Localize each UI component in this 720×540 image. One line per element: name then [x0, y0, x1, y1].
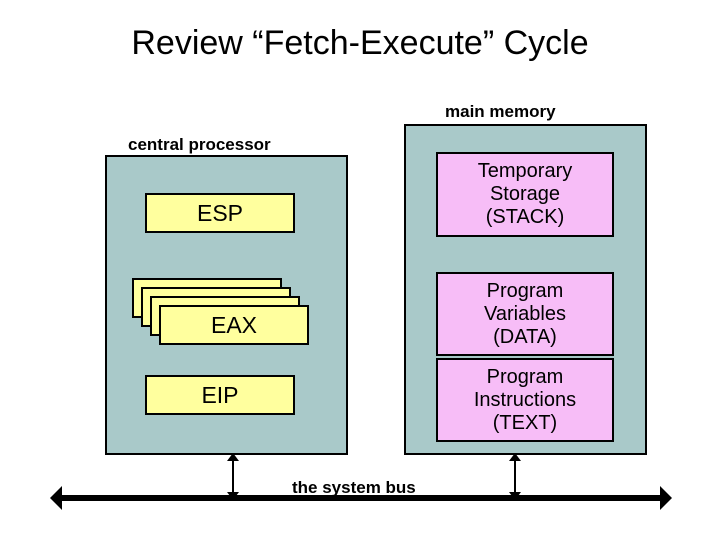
register-eax-stack: EAX: [159, 305, 309, 345]
connector-mem-arrow-up-icon: [509, 453, 521, 461]
connector-cpu-arrow-down-icon: [227, 492, 239, 500]
page-title: Review “Fetch-Execute” Cycle: [0, 24, 720, 63]
connector-cpu-arrow-up-icon: [227, 453, 239, 461]
label-central-processor: central processor: [128, 135, 271, 155]
register-esp-label: ESP: [197, 200, 243, 227]
memory-stack-text: TemporaryStorage(STACK): [478, 160, 572, 229]
register-esp: ESP: [145, 193, 295, 233]
connector-mem-arrow-down-icon: [509, 492, 521, 500]
register-eip-label: EIP: [201, 382, 238, 409]
memory-text-text: ProgramInstructions(TEXT): [474, 366, 576, 435]
register-eip: EIP: [145, 375, 295, 415]
connector-cpu: [232, 459, 234, 492]
memory-block-data: ProgramVariables(DATA): [436, 272, 614, 356]
system-bus-line: [62, 495, 660, 501]
label-main-memory: main memory: [445, 102, 556, 122]
memory-block-text: ProgramInstructions(TEXT): [436, 358, 614, 442]
bus-arrow-left-icon: [50, 486, 62, 510]
memory-data-text: ProgramVariables(DATA): [484, 280, 566, 349]
memory-block-stack: TemporaryStorage(STACK): [436, 152, 614, 237]
connector-mem: [514, 459, 516, 492]
register-eax-label: EAX: [211, 312, 257, 339]
bus-arrow-right-icon: [660, 486, 672, 510]
